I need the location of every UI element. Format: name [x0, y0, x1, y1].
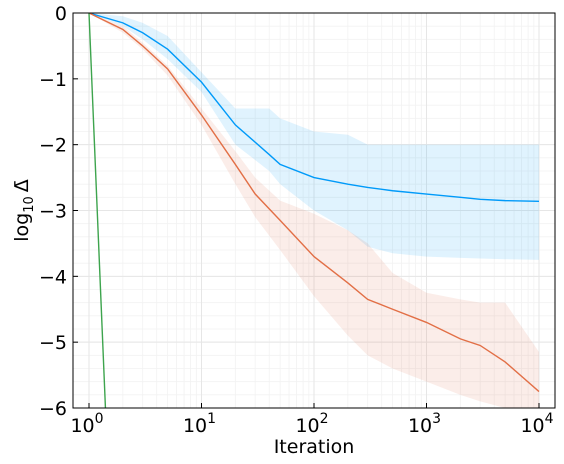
- x-tick-base: 10: [70, 415, 94, 437]
- y-tick-label: −1: [39, 69, 67, 91]
- x-tick-exponent: 3: [432, 411, 441, 427]
- x-tick-exponent: 1: [207, 411, 216, 427]
- x-tick-label: 103: [408, 411, 441, 437]
- x-axis-label: Iteration: [274, 436, 355, 458]
- x-tick-label: 104: [520, 411, 553, 437]
- y-axis-label: log10 Δ̄: [11, 179, 37, 242]
- y-tick-label: −2: [39, 135, 67, 157]
- y-tick-label: −4: [39, 266, 67, 288]
- confidence-bands: [89, 13, 539, 408]
- series-2-band: [89, 13, 539, 408]
- series-1-band: [89, 13, 539, 260]
- y-axis-label-subscript: 10: [22, 196, 37, 213]
- x-tick-base: 10: [295, 415, 319, 437]
- series-2-line: [88, 13, 540, 393]
- x-tick-exponent: 4: [545, 411, 554, 427]
- y-tick-label: −5: [39, 332, 67, 354]
- x-tick-label: 101: [183, 411, 216, 437]
- x-tick-exponent: 2: [320, 411, 329, 427]
- x-tick-base: 10: [183, 415, 207, 437]
- series-3-line: [88, 13, 107, 408]
- y-tick-label: −3: [39, 201, 67, 223]
- series-1-line: [88, 13, 540, 202]
- y-tick-label: −6: [39, 398, 67, 420]
- x-tick-base: 10: [520, 415, 544, 437]
- y-axis-label-variable: Δ̄: [11, 179, 33, 192]
- x-tick-label: 100: [70, 411, 103, 437]
- x-tick-exponent: 0: [95, 411, 104, 427]
- y-tick-label: 0: [55, 3, 67, 25]
- x-tick-base: 10: [408, 415, 432, 437]
- y-axis-label-prefix: log: [11, 213, 33, 242]
- series-lines: [88, 13, 540, 408]
- x-tick-label: 102: [295, 411, 328, 437]
